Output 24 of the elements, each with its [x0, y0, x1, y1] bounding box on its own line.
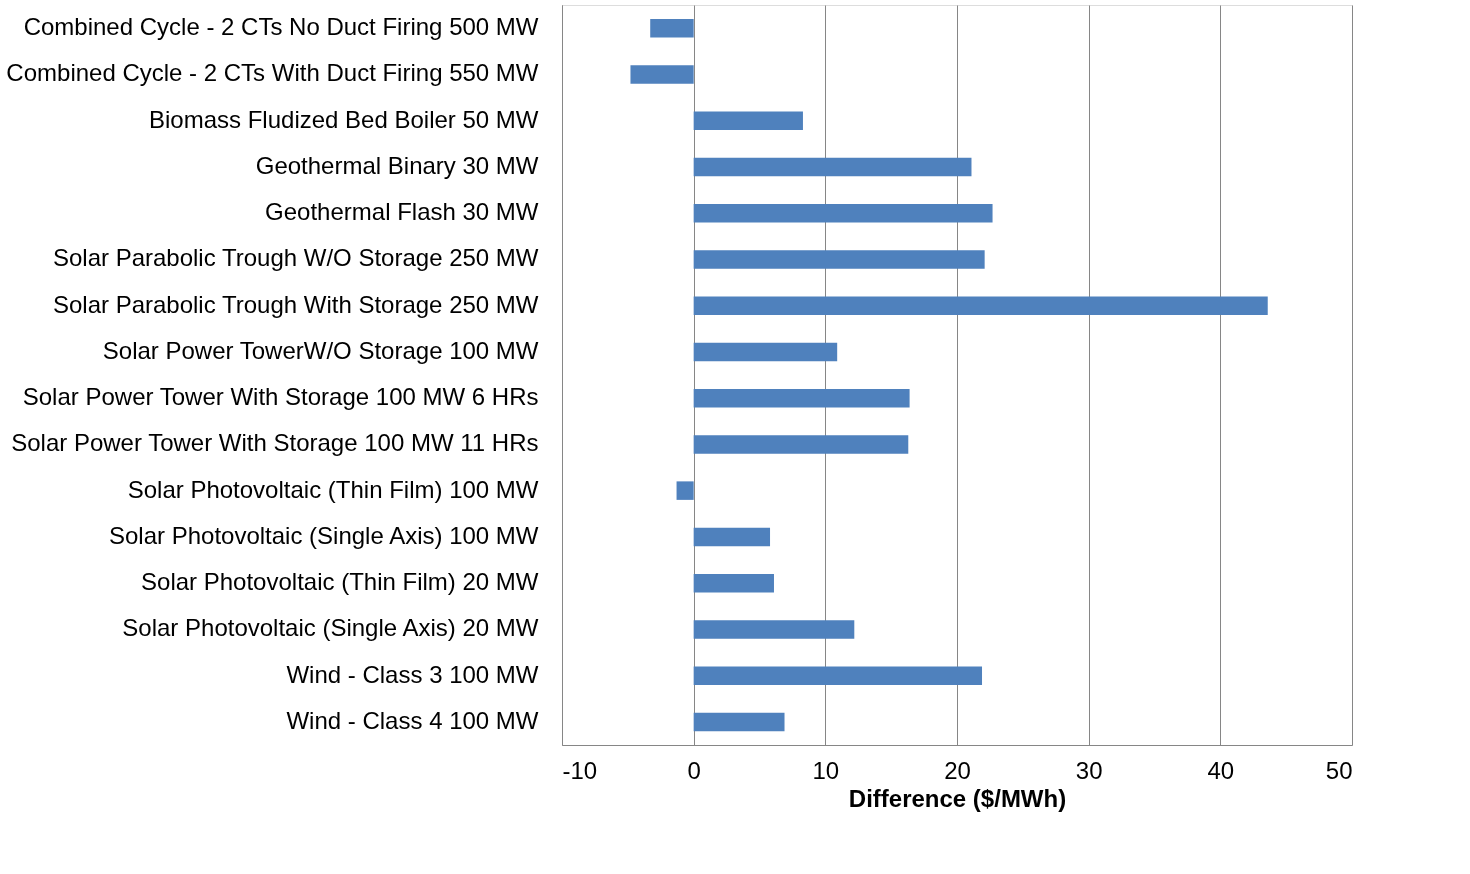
y-tick-label: Solar Photovoltaic (Single Axis) 100 MW — [108, 521, 539, 549]
y-tick-label: Geothermal Binary 30 MW — [255, 151, 539, 179]
x-tick-label: 0 — [687, 756, 701, 784]
y-tick-label: Solar Parabolic Trough W/O Storage 250 MW — [52, 244, 539, 272]
y-tick-label: Solar Photovoltaic (Thin Film) 100 MW — [127, 475, 539, 503]
y-tick-label: Solar Parabolic Trough With Storage 250 MW — [52, 290, 539, 318]
y-tick-label: Solar Photovoltaic (Thin Film) 20 MW — [141, 568, 539, 596]
x-tick-label: -10 — [562, 756, 598, 784]
y-tick-label: Geothermal Flash 30 MW — [265, 198, 539, 226]
x-tick-label: 40 — [1207, 756, 1235, 784]
y-tick-label: Solar Power TowerW/O Storage 100 MW — [102, 336, 539, 364]
y-tick-label: Solar Power Tower With Storage 100 MW 11 HRs — [11, 429, 539, 457]
x-tick-label: 50 — [1325, 756, 1353, 784]
y-tick-label: Wind - Class 4 100 MW — [286, 706, 539, 734]
x-tick-label: 30 — [1075, 756, 1103, 784]
y-tick-label: Combined Cycle - 2 CTs With Duct Firing 550 MW — [6, 59, 539, 87]
y-tick-label: Solar Photovoltaic (Single Axis) 20 MW — [122, 614, 539, 642]
x-tick-label: 20 — [944, 756, 971, 784]
y-tick-label: Solar Power Tower With Storage 100 MW 6 HRs — [22, 383, 539, 411]
x-tick-label: 10 — [812, 756, 840, 784]
y-tick-label: Wind - Class 3 100 MW — [286, 660, 539, 688]
x-axis-title: Difference ($/MWh) — [848, 784, 1067, 812]
y-tick-label: Biomass Fludized Bed Boiler 50 MW — [149, 105, 539, 133]
y-tick-label: Combined Cycle - 2 CTs No Duct Firing 500 MW — [23, 13, 539, 41]
